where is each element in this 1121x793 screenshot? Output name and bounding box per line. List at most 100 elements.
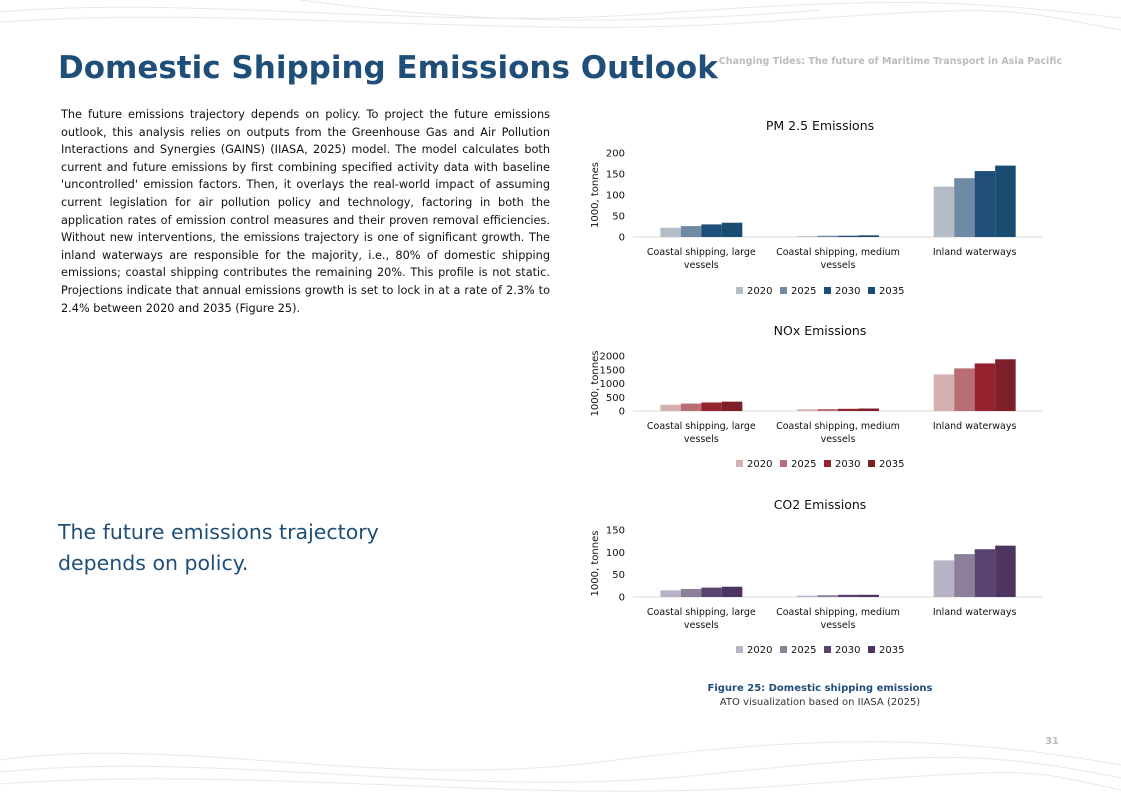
- y-tick-label: 0: [619, 233, 625, 244]
- y-tick-label: 100: [606, 191, 625, 202]
- bar-2020: [660, 404, 681, 411]
- legend-label: 2020: [747, 645, 772, 656]
- chart-title: PM 2.5 Emissions: [766, 118, 874, 133]
- x-category-label: Coastal shipping, medium: [776, 607, 900, 618]
- nox-chart: NOx Emissions 1000, tonnes 0 500 1000 1500 200…: [585, 318, 1055, 478]
- legend-swatch-2035: [868, 287, 875, 294]
- y-axis-label: 1000, tonnes: [590, 531, 601, 597]
- bar-2020: [933, 560, 955, 597]
- bar-2025: [954, 554, 975, 597]
- bar-2025: [817, 595, 838, 597]
- legend-label: 2035: [879, 459, 904, 470]
- legend-label: 2025: [791, 286, 816, 297]
- legend-swatch-2030: [824, 460, 831, 467]
- bar-2035: [995, 165, 1016, 237]
- legend-label: 2025: [791, 459, 816, 470]
- x-category-label: vessels: [821, 620, 856, 631]
- legend-label: 2025: [791, 645, 816, 656]
- y-tick-label: 2000: [600, 352, 625, 363]
- chart-title: CO2 Emissions: [774, 497, 867, 512]
- bar-2035: [721, 222, 743, 237]
- bar-2025: [817, 409, 838, 411]
- x-category-label: vessels: [821, 434, 856, 445]
- pm25-chart-svg: PM 2.5 Emissions 1000, tonnes 0 50 100 150 200…: [590, 118, 1043, 297]
- x-category-label: Coastal shipping, medium: [776, 247, 900, 258]
- legend-label: 2035: [879, 645, 904, 656]
- bar-2025: [954, 178, 975, 237]
- y-tick-label: 200: [606, 149, 625, 160]
- bar-2030: [838, 408, 859, 411]
- legend-swatch-2030: [824, 287, 831, 294]
- bar-2020: [660, 590, 681, 597]
- bar-2025: [680, 403, 702, 411]
- bar-2030: [701, 402, 722, 411]
- bar-2025: [817, 235, 838, 237]
- bar-2030: [701, 587, 722, 597]
- y-tick-label: 100: [606, 548, 625, 559]
- figure-caption-source: ATO visualization based on IIASA (2025): [719, 697, 921, 708]
- x-category-label: Inland waterways: [933, 247, 1017, 258]
- bar-2030: [974, 549, 996, 597]
- y-tick-label: 150: [606, 170, 625, 181]
- y-axis-label: 1000, tonnes: [590, 351, 601, 417]
- y-tick-label: 50: [612, 212, 625, 223]
- legend-swatch-2020: [736, 646, 743, 653]
- bar-2020: [933, 186, 955, 237]
- legend-label: 2020: [747, 286, 772, 297]
- x-category-label: Coastal shipping, medium: [776, 421, 900, 432]
- y-tick-label: 1000: [600, 379, 625, 390]
- bar-2020: [933, 374, 955, 411]
- bar-2025: [680, 588, 702, 597]
- legend-label: 2030: [835, 286, 860, 297]
- pull-quote: The future emissions trajectory depends …: [58, 520, 379, 575]
- x-category-label: Coastal shipping, large: [647, 607, 756, 618]
- body-paragraph: The future emissions trajectory depends …: [61, 108, 550, 315]
- legend-swatch-2035: [868, 460, 875, 467]
- bar-2030: [974, 171, 996, 237]
- y-tick-label: 0: [619, 593, 625, 604]
- y-tick-label: 0: [619, 407, 625, 418]
- y-axis-label: 1000, tonnes: [590, 162, 601, 228]
- legend-swatch-2025: [780, 460, 787, 467]
- x-category-label: vessels: [684, 620, 719, 631]
- nox-chart-svg: NOx Emissions 1000, tonnes 0 500 1000 1500 200…: [590, 323, 1043, 470]
- figure-caption: Figure 25: Domestic shipping emissions A…: [585, 682, 1055, 710]
- co2-chart-svg: CO2 Emissions 1000, tonnes 0 50 100 150 Coasta…: [590, 497, 1043, 656]
- y-tick-label: 150: [606, 526, 625, 537]
- x-category-label: Coastal shipping, large: [647, 421, 756, 432]
- bar-2035: [858, 594, 879, 597]
- x-category-label: vessels: [821, 260, 856, 271]
- legend-swatch-2020: [736, 460, 743, 467]
- bar-2020: [660, 227, 681, 237]
- page-title: Domestic Shipping Emissions Outlook: [58, 50, 718, 86]
- legend-label: 2030: [835, 459, 860, 470]
- co2-chart: CO2 Emissions 1000, tonnes 0 50 100 150 Coasta…: [585, 492, 1055, 662]
- x-category-label: vessels: [684, 260, 719, 271]
- y-tick-label: 500: [606, 393, 625, 404]
- bar-2035: [858, 408, 879, 411]
- y-tick-label: 1500: [600, 365, 625, 376]
- bar-2035: [858, 235, 879, 237]
- bar-2020: [797, 595, 818, 597]
- legend-swatch-2025: [780, 287, 787, 294]
- legend-label: 2035: [879, 286, 904, 297]
- legend-swatch-2035: [868, 646, 875, 653]
- legend-label: 2030: [835, 645, 860, 656]
- bar-2030: [974, 363, 996, 411]
- x-category-label: Inland waterways: [933, 607, 1017, 618]
- bar-2030: [838, 594, 859, 597]
- x-category-label: Coastal shipping, large: [647, 247, 756, 258]
- bar-2030: [701, 224, 722, 237]
- bar-2020: [797, 236, 818, 237]
- legend-label: 2020: [747, 459, 772, 470]
- legend-swatch-2030: [824, 646, 831, 653]
- legend-swatch-2020: [736, 287, 743, 294]
- running-header: Changing Tides: The future of Maritime T…: [718, 56, 1062, 67]
- page-number: 31: [1045, 736, 1059, 747]
- bar-2035: [721, 586, 743, 597]
- bar-2035: [995, 545, 1016, 597]
- bar-2035: [721, 401, 743, 411]
- bar-2035: [995, 359, 1016, 411]
- bar-2030: [838, 235, 859, 237]
